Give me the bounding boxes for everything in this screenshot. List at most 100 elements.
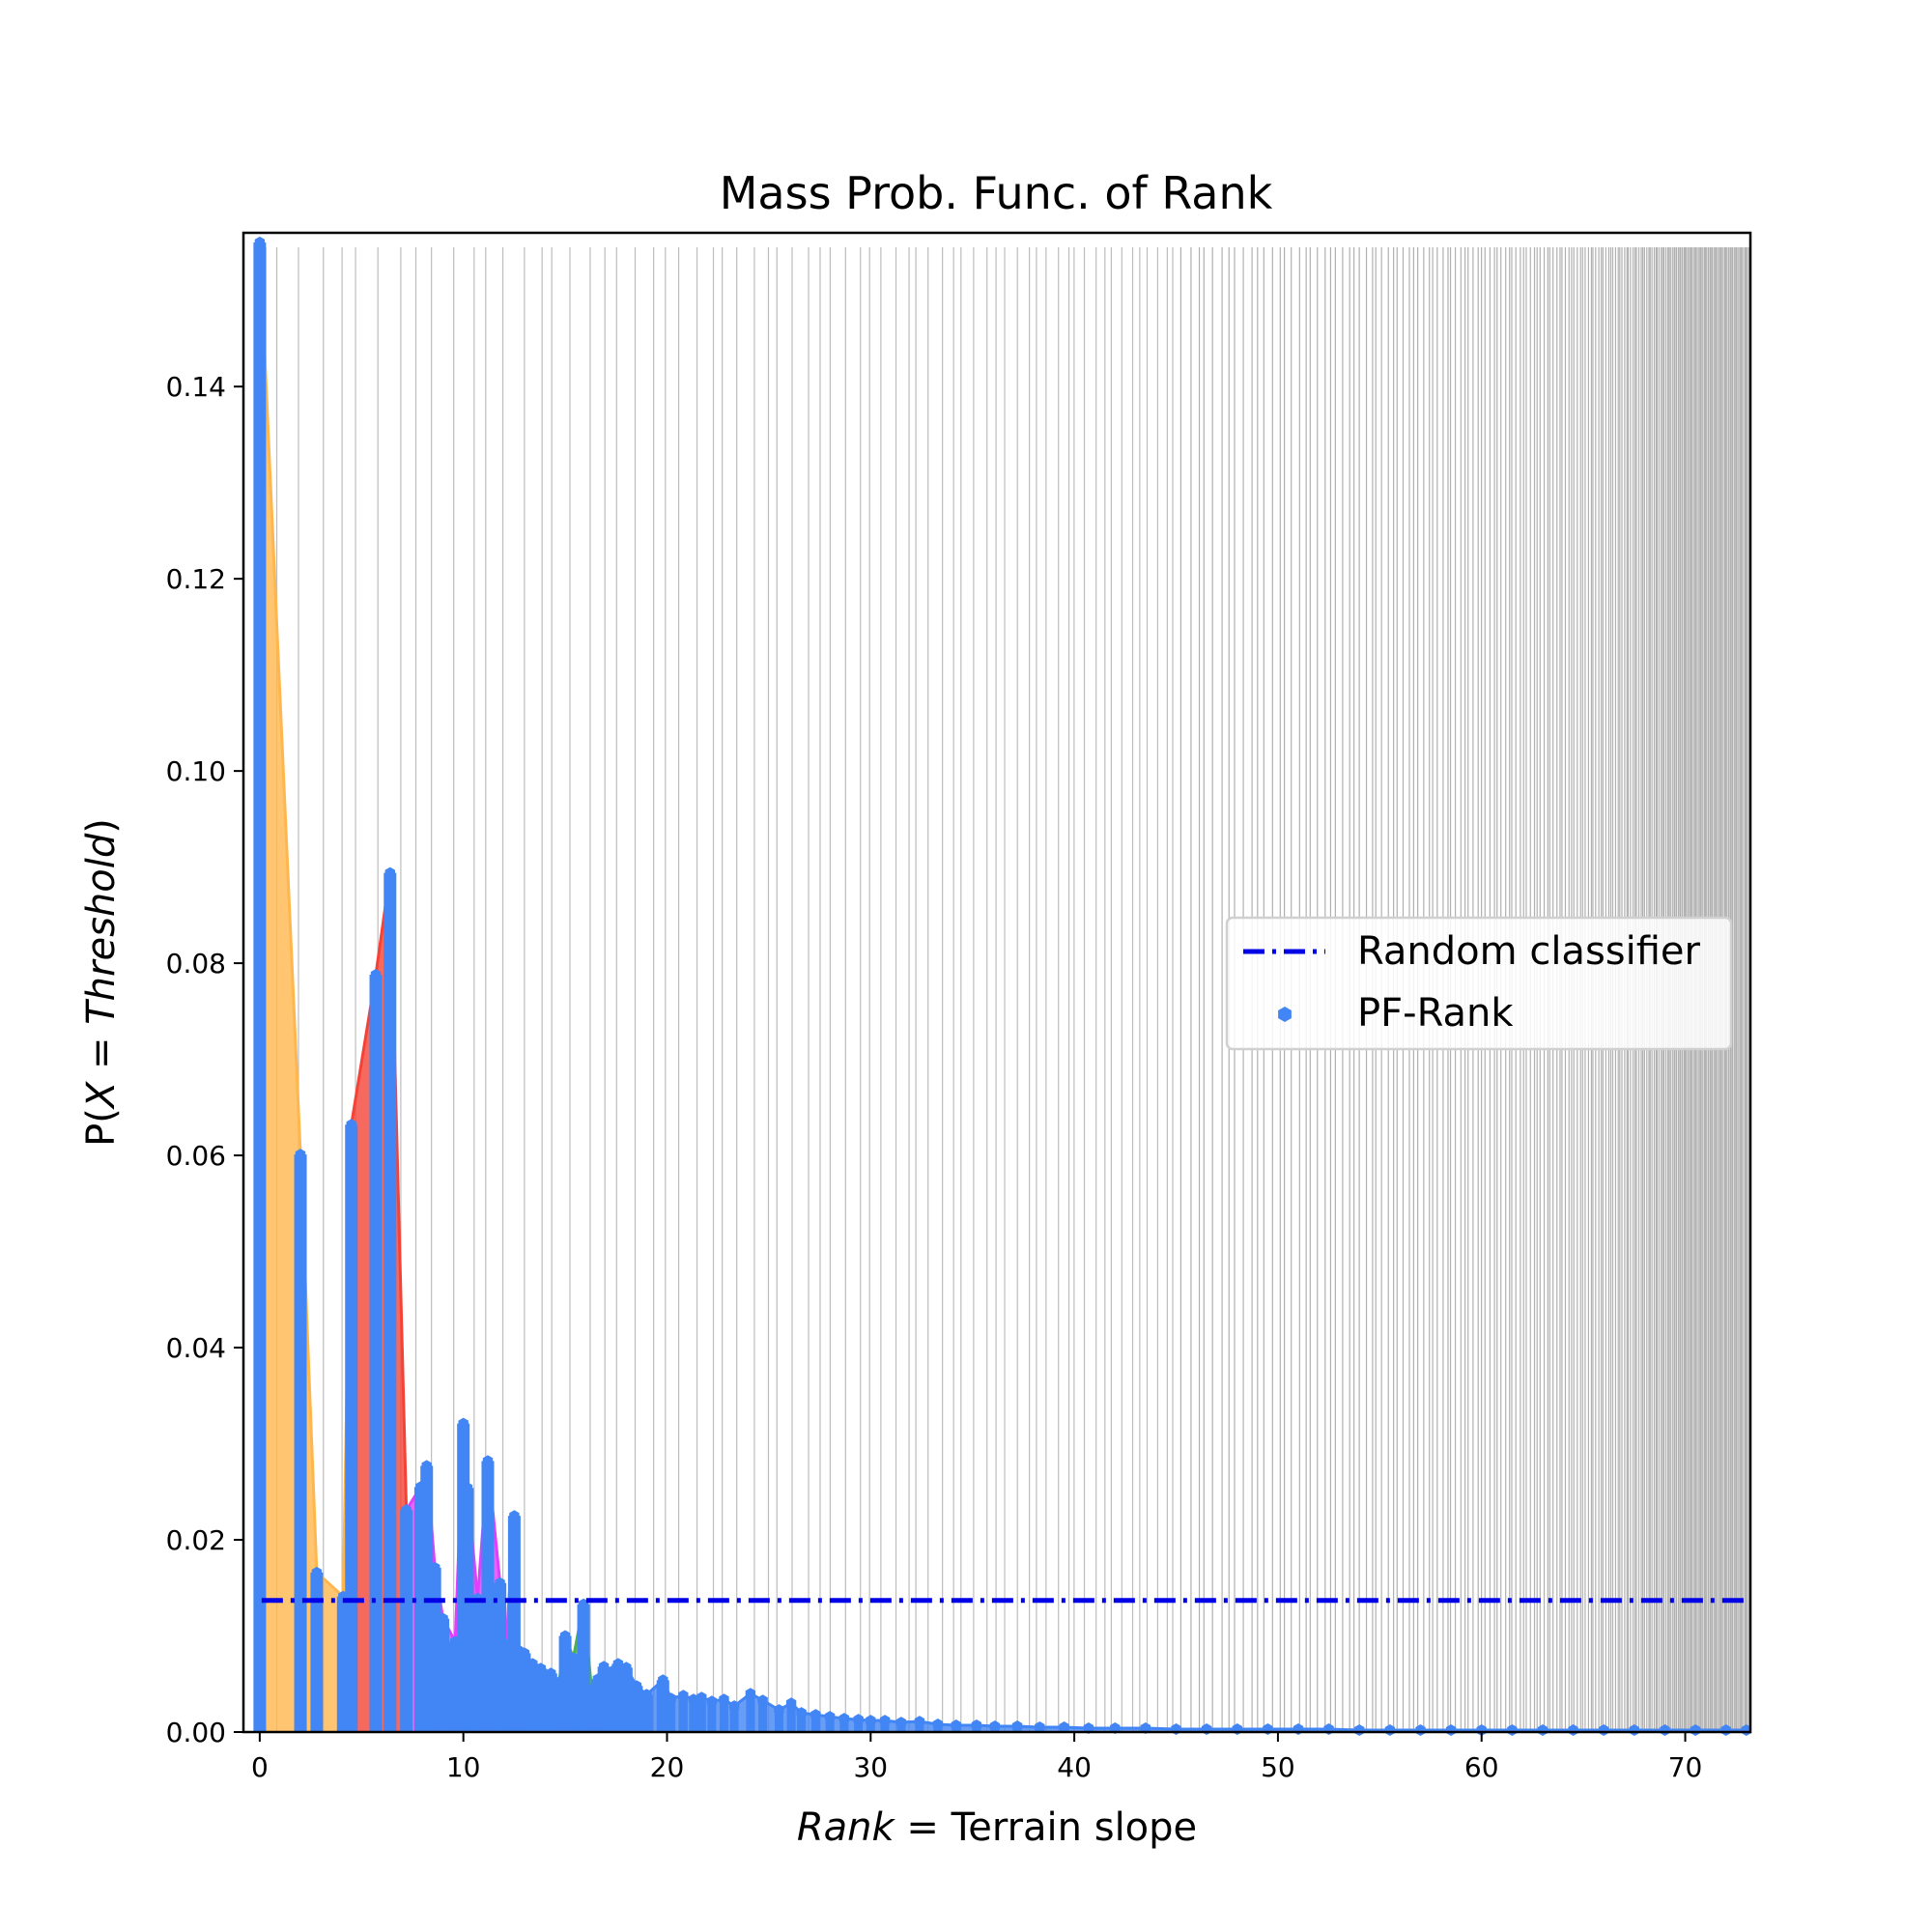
data-point-marker <box>866 1715 876 1727</box>
data-point-marker <box>607 1665 617 1678</box>
data-point-marker <box>678 1690 689 1702</box>
data-point-marker <box>631 1680 642 1692</box>
data-point-marker <box>559 1630 571 1642</box>
data-point-marker <box>932 1719 944 1730</box>
data-point-marker <box>1035 1721 1045 1733</box>
area-fill-edge <box>1328 1727 1360 1732</box>
data-point-marker <box>989 1720 1001 1732</box>
data-point-marker <box>824 1711 836 1723</box>
data-point-marker <box>311 1566 323 1578</box>
markers-group <box>254 236 1751 1736</box>
data-point-marker <box>568 1652 579 1664</box>
data-point-marker <box>554 1676 564 1689</box>
bar <box>667 1698 676 1732</box>
data-point-marker <box>1059 1721 1069 1733</box>
data-point-marker <box>706 1695 718 1708</box>
data-point-marker <box>462 1482 473 1494</box>
data-point-marker <box>450 1635 461 1648</box>
y-axis-label-eq: = <box>79 1025 124 1082</box>
data-point-marker <box>384 867 395 879</box>
data-point-marker <box>509 1510 520 1522</box>
y-axis-label: P(X = Threshold) <box>79 818 124 1147</box>
bar <box>369 975 383 1732</box>
data-point-marker <box>1537 1724 1548 1736</box>
data-point-marker <box>578 1598 589 1610</box>
bar <box>689 1699 698 1732</box>
chart-title: Mass Prob. Func. of Rank <box>720 167 1273 219</box>
bar <box>656 1680 669 1732</box>
data-point-marker <box>658 1674 668 1687</box>
y-axis-ticks: 0.00 0.02 0.04 0.06 0.08 0.10 0.12 0.14 <box>166 371 243 1748</box>
data-point-marker <box>666 1692 676 1705</box>
data-point-marker <box>810 1709 821 1721</box>
data-point-marker <box>719 1693 729 1706</box>
data-point-marker <box>370 969 382 980</box>
bar <box>534 1668 548 1732</box>
bar <box>461 1488 474 1732</box>
legend-box <box>1225 916 1733 1051</box>
legend: Random classifier PF-Rank <box>1225 916 1733 1051</box>
x-tick-label: 70 <box>1668 1751 1703 1783</box>
x-tick-label: 30 <box>853 1751 888 1783</box>
x-tick-label: 50 <box>1261 1751 1295 1783</box>
bar <box>774 1710 783 1732</box>
legend-pfrank-label: PF-Rank <box>1357 991 1514 1036</box>
bar <box>253 242 267 1732</box>
bar <box>400 1510 413 1732</box>
x-tick-label: 60 <box>1464 1751 1499 1783</box>
bar <box>746 1693 755 1732</box>
data-point-marker <box>838 1713 850 1725</box>
data-point-marker <box>421 1460 432 1472</box>
data-point-marker <box>546 1667 556 1680</box>
data-point-marker <box>696 1691 707 1704</box>
bar <box>384 872 397 1732</box>
y-axis-label-post: ) <box>79 818 124 834</box>
y-tick-label: 0.06 <box>166 1140 226 1172</box>
data-point-marker <box>592 1673 603 1686</box>
bar <box>470 1598 484 1732</box>
data-point-marker <box>519 1647 530 1660</box>
y-tick-label: 0.12 <box>166 563 226 595</box>
data-point-marker <box>853 1714 864 1726</box>
bar <box>567 1658 581 1732</box>
data-point-marker <box>254 236 266 248</box>
legend-pfrank-marker <box>1278 1007 1292 1022</box>
y-tick-label: 0.08 <box>166 948 226 980</box>
y-tick-label: 0.14 <box>166 371 226 403</box>
bar <box>345 1124 358 1732</box>
data-point-marker <box>1354 1724 1365 1736</box>
data-point-marker <box>612 1658 624 1670</box>
y-axis-label-var: X <box>79 1080 124 1110</box>
bar <box>854 1719 864 1732</box>
y-tick-label: 0.02 <box>166 1524 226 1556</box>
data-point-marker <box>971 1719 982 1731</box>
area-fill-segment <box>259 242 301 1732</box>
bar <box>696 1697 706 1732</box>
data-point-marker <box>598 1661 610 1673</box>
bar <box>786 1703 796 1732</box>
bar <box>437 1618 450 1732</box>
data-point-marker <box>438 1612 448 1625</box>
data-point-marker <box>728 1700 740 1713</box>
bar <box>639 1694 653 1732</box>
bar <box>810 1715 820 1732</box>
data-point-marker <box>796 1707 807 1719</box>
bar <box>797 1713 807 1732</box>
data-point-marker <box>527 1658 538 1670</box>
data-point-marker <box>774 1704 784 1717</box>
x-tick-label: 0 <box>251 1751 269 1783</box>
data-point-marker <box>641 1689 652 1701</box>
bar <box>481 1461 495 1732</box>
bar <box>619 1667 633 1732</box>
x-tick-label: 20 <box>650 1751 685 1783</box>
data-point-marker <box>295 1149 306 1161</box>
bar <box>729 1706 739 1732</box>
bar <box>720 1699 729 1732</box>
axes-frame <box>242 231 1752 1734</box>
data-point-marker <box>757 1694 768 1707</box>
data-point-marker <box>495 1577 505 1589</box>
x-axis-label-italic: Rank <box>797 1805 896 1850</box>
x-axis-label: Rank = Terrain slope <box>797 1805 1197 1850</box>
data-point-marker <box>1720 1724 1731 1736</box>
